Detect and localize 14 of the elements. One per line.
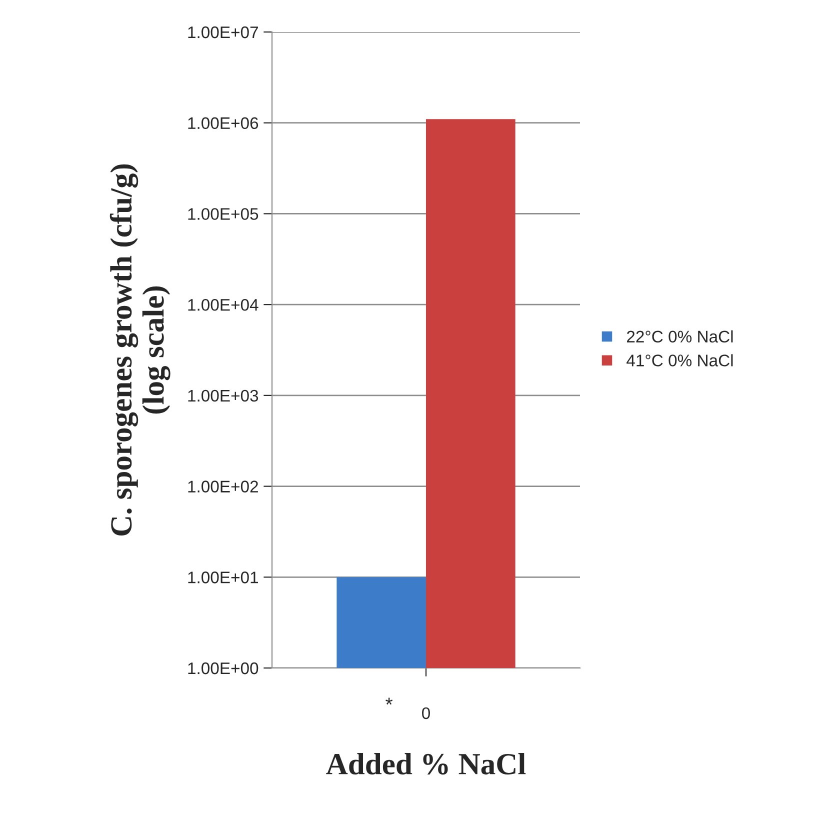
y-tick-label: 1.00E+05 [188, 208, 258, 220]
y-tick-label: 1.00E+01 [188, 572, 258, 584]
y-tick-label: 1.00E+03 [188, 390, 258, 402]
legend-label: 22°C 0% NaCl [627, 330, 733, 343]
x-axis-title: Added % NaCl [326, 752, 526, 775]
y-tick-label: 1.00E+06 [188, 117, 258, 130]
y-tick-label: 1.00E+02 [188, 480, 258, 492]
text: * [386, 698, 393, 705]
y-tick-label: 1.00E+00 [188, 662, 258, 674]
y-tick-label: 1.00E+07 [188, 26, 258, 38]
y-tick-label: 1.00E+04 [188, 298, 258, 311]
legend-label: 41°C 0% NaCl [626, 354, 733, 366]
y-axis-title: C. sporogenes growth (cfu/g) (log scale) [110, 164, 170, 536]
x-tick-label: 0 [422, 707, 430, 720]
